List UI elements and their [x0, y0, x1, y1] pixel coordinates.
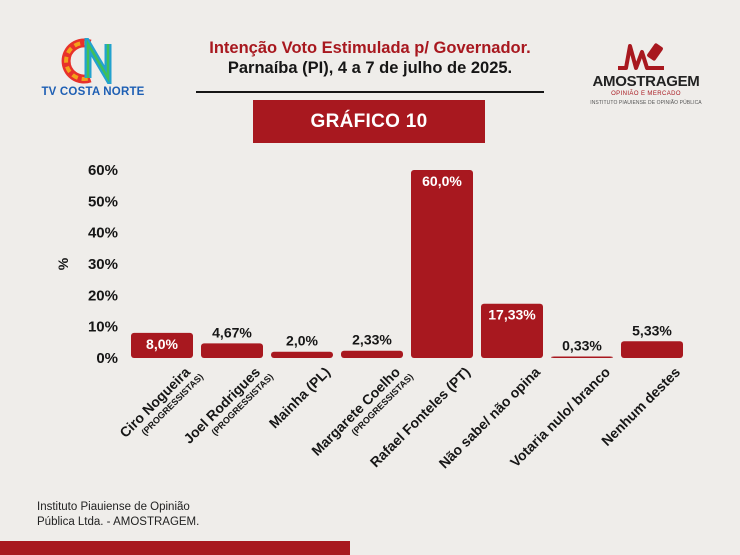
- y-tick-label: 10%: [88, 319, 118, 336]
- category-label: Mainha (PL): [266, 364, 333, 431]
- source-line-1: Instituto Piauiense de Opinião: [37, 501, 190, 513]
- cn-logo-icon: [61, 38, 112, 84]
- y-tick-label: 60%: [88, 162, 118, 179]
- chart-header: Intenção Voto Estimulada p/ Governador. …: [150, 38, 590, 79]
- amostragem-name: AMOSTRAGEM: [592, 73, 700, 90]
- bar: [271, 351, 333, 358]
- y-tick-label: 30%: [88, 256, 118, 273]
- amostragem-institute: INSTITUTO PIAUIENSE DE OPINIÃO PÚBLICA: [590, 100, 702, 106]
- category-name: Mainha (PL): [266, 364, 333, 431]
- amostragem-logo: AMOSTRAGEM OPINIÃO E MERCADO INSTITUTO P…: [584, 38, 708, 110]
- bar: [201, 343, 263, 358]
- amostragem-tagline: OPINIÃO E MERCADO: [611, 91, 681, 97]
- source-line-2: Pública Ltda. - AMOSTRAGEM.: [37, 516, 200, 528]
- bar: [481, 303, 543, 358]
- chart-number-banner: GRÁFICO 10: [253, 100, 485, 143]
- header-divider: [196, 91, 544, 93]
- amostragem-pulse-icon: [618, 43, 664, 70]
- bar: [341, 350, 403, 358]
- y-tick-label: 40%: [88, 225, 118, 242]
- data-label: 0,33%: [562, 338, 602, 354]
- category-name: Ciro Nogueira: [116, 364, 193, 441]
- y-axis-label: %: [55, 257, 71, 270]
- data-label: 5,33%: [632, 322, 672, 338]
- data-label: 4,67%: [212, 324, 252, 340]
- data-label: 17,33%: [488, 307, 536, 323]
- source-note: Instituto Piauiense de Opinião Pública L…: [37, 500, 277, 530]
- data-label: 8,0%: [146, 336, 178, 352]
- y-tick-label: 20%: [88, 287, 118, 304]
- chart-title: Intenção Voto Estimulada p/ Governador.: [209, 39, 531, 57]
- tv-costa-norte-name: TV COSTA NORTE: [41, 86, 145, 98]
- bar: [131, 332, 193, 358]
- chart-subtitle: Parnaíba (PI), 4 a 7 de julho de 2025.: [227, 59, 513, 77]
- data-label: 2,33%: [352, 332, 392, 348]
- bar: [621, 341, 683, 358]
- bar: [551, 356, 613, 358]
- data-label: 60,0%: [422, 173, 462, 189]
- y-tick-label: 50%: [88, 193, 118, 210]
- bottom-accent-bar: [0, 541, 350, 555]
- data-label: 2,0%: [286, 333, 318, 349]
- bar: [411, 170, 473, 358]
- y-tick-label: 0%: [96, 350, 118, 367]
- tv-costa-norte-logo: TV COSTA NORTE: [38, 38, 148, 102]
